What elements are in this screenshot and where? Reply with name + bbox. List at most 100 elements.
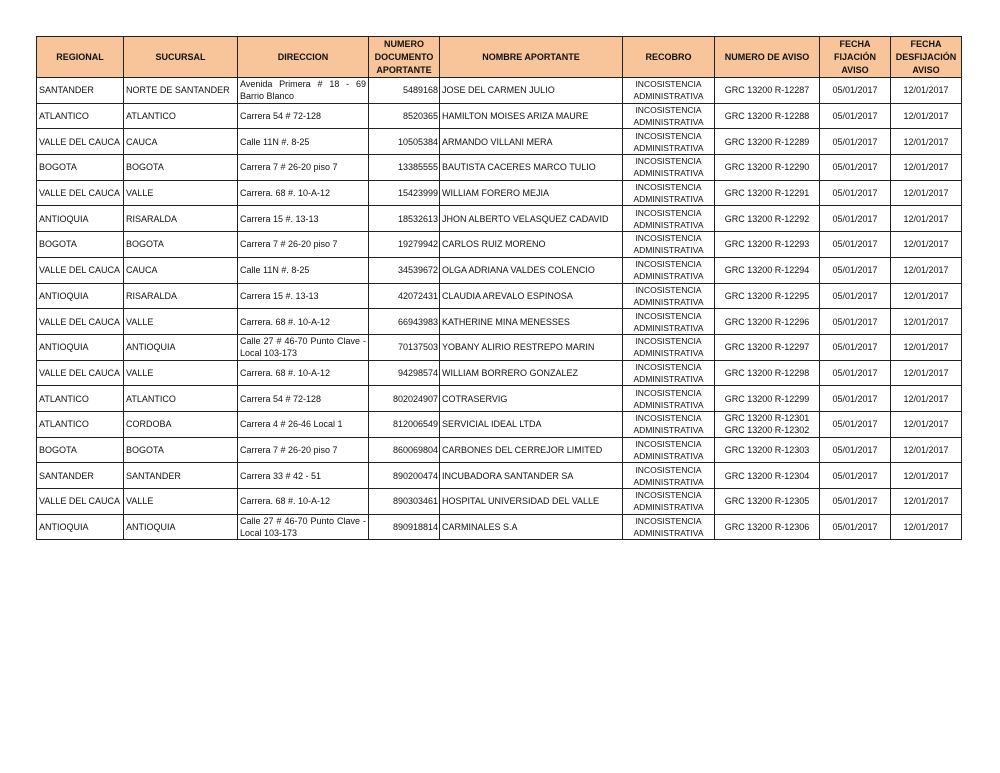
cell-fecha-desfijacion: 12/01/2017 [890,359,962,387]
cell-numero-aviso: GRC 13200 R-12296 [714,308,820,335]
cell-numero-documento: 802024907 [368,385,440,412]
header-fecha-desfijacion: FECHA DESFIJACIÓN AVISO [890,36,962,78]
cell-nombre-aportante: CARBONES DEL CERREJOR LIMITED [439,436,623,464]
cell-numero-documento: 10505384 [368,128,440,156]
cell-fecha-desfijacion: 12/01/2017 [890,410,962,438]
cell-recobro: INCOSISTENCIA ADMINISTRATIVA [622,436,715,464]
cell-recobro: INCOSISTENCIA ADMINISTRATIVA [622,154,715,181]
cell-numero-documento: 8520365 [368,102,440,130]
cell-nombre-aportante: CARLOS RUIZ MORENO [439,231,623,258]
cell-sucursal: BOGOTA [123,436,238,464]
cell-numero-aviso: GRC 13200 R-12304 [714,462,820,489]
cell-numero-documento: 18532613 [368,205,440,233]
cell-sucursal: SANTANDER [123,462,238,489]
cell-numero-documento: 70137503 [368,333,440,361]
cell-sucursal: VALLE [123,359,238,387]
cell-direccion: Calle 27 # 46-70 Punto Clave - Local 103… [237,333,369,361]
cell-direccion: Calle 11N #. 8-25 [237,128,369,156]
table-row: VALLE DEL CAUCA CAUCA Calle 11N #. 8-25 105… [36,128,962,156]
table-row: VALLE DEL CAUCA VALLE Carrera. 68 #. 10-A-… [36,308,962,335]
cell-nombre-aportante: CLAUDIA AREVALO ESPINOSA [439,282,623,310]
cell-sucursal: CAUCA [123,256,238,284]
cell-fecha-desfijacion: 12/01/2017 [890,231,962,258]
cell-numero-documento: 42072431 [368,282,440,310]
cell-nombre-aportante: WILLIAM BORRERO GONZALEZ [439,359,623,387]
cell-recobro: INCOSISTENCIA ADMINISTRATIVA [622,410,715,438]
cell-nombre-aportante: SERVICIAL IDEAL LTDA [439,410,623,438]
cell-numero-documento: 890303461 [368,488,440,515]
cell-regional: SANTANDER [36,462,124,489]
header-fecha-fijacion: FECHA FIJACIÓN AVISO [819,36,891,78]
cell-sucursal: ATLANTICO [123,102,238,130]
cell-regional: VALLE DEL CAUCA [36,179,124,207]
cell-numero-documento: 94298574 [368,359,440,387]
cell-numero-aviso: GRC 13200 R-12298 [714,359,820,387]
table-row: BOGOTA BOGOTA Carrera 7 # 26-20 piso 7 8600… [36,436,962,464]
cell-fecha-fijacion: 05/01/2017 [819,513,891,541]
cell-fecha-desfijacion: 12/01/2017 [890,256,962,284]
cell-direccion: Carrera 7 # 26-20 piso 7 [237,436,369,464]
cell-direccion: Carrera 54 # 72-128 [237,385,369,412]
cell-recobro: INCOSISTENCIA ADMINISTRATIVA [622,385,715,412]
cell-numero-aviso: GRC 13200 R-12289 [714,128,820,156]
cell-regional: ANTIOQUIA [36,513,124,541]
cell-recobro: INCOSISTENCIA ADMINISTRATIVA [622,308,715,335]
table-row: BOGOTA BOGOTA Carrera 7 # 26-20 piso 7 1927… [36,231,962,258]
cell-nombre-aportante: JHON ALBERTO VELASQUEZ CADAVID [439,205,623,233]
cell-recobro: INCOSISTENCIA ADMINISTRATIVA [622,77,715,104]
cell-regional: VALLE DEL CAUCA [36,308,124,335]
cell-numero-aviso: GRC 13200 R-12303 [714,436,820,464]
cell-regional: SANTANDER [36,77,124,104]
cell-recobro: INCOSISTENCIA ADMINISTRATIVA [622,179,715,207]
cell-numero-aviso: GRC 13200 R-12294 [714,256,820,284]
cell-regional: ANTIOQUIA [36,205,124,233]
header-direccion: DIRECCION [237,36,369,78]
cell-fecha-desfijacion: 12/01/2017 [890,282,962,310]
cell-nombre-aportante: KATHERINE MINA MENESSES [439,308,623,335]
cell-fecha-fijacion: 05/01/2017 [819,308,891,335]
table-row: BOGOTA BOGOTA Carrera 7 # 26-20 piso 7 1338… [36,154,962,181]
cell-direccion: Carrera 54 # 72-128 [237,102,369,130]
header-numero-aviso: NUMERO DE AVISO [714,36,820,78]
cell-regional: BOGOTA [36,154,124,181]
header-nombre-aportante: NOMBRE APORTANTE [439,36,623,78]
cell-fecha-fijacion: 05/01/2017 [819,77,891,104]
cell-nombre-aportante: CARMINALES S.A [439,513,623,541]
cell-fecha-desfijacion: 12/01/2017 [890,488,962,515]
cell-fecha-desfijacion: 12/01/2017 [890,333,962,361]
cell-sucursal: BOGOTA [123,154,238,181]
cell-numero-aviso: GRC 13200 R-12295 [714,282,820,310]
cell-nombre-aportante: ARMANDO VILLANI MERA [439,128,623,156]
table-row: ANTIOQUIA ANTIOQUIA Calle 27 # 46-70 Punto… [36,513,962,541]
cell-regional: VALLE DEL CAUCA [36,488,124,515]
cell-fecha-desfijacion: 12/01/2017 [890,436,962,464]
cell-fecha-fijacion: 05/01/2017 [819,488,891,515]
cell-fecha-desfijacion: 12/01/2017 [890,77,962,104]
cell-regional: VALLE DEL CAUCA [36,128,124,156]
cell-direccion: Carrera. 68 #. 10-A-12 [237,308,369,335]
cell-fecha-fijacion: 05/01/2017 [819,179,891,207]
table-row: ATLANTICO CORDOBA Carrera 4 # 26-46 Local … [36,410,962,438]
header-regional: REGIONAL [36,36,124,78]
cell-regional: BOGOTA [36,436,124,464]
cell-sucursal: NORTE DE SANTANDER [123,77,238,104]
cell-recobro: INCOSISTENCIA ADMINISTRATIVA [622,462,715,489]
cell-fecha-desfijacion: 12/01/2017 [890,513,962,541]
cell-direccion: Carrera. 68 #. 10-A-12 [237,488,369,515]
cell-fecha-desfijacion: 12/01/2017 [890,205,962,233]
header-recobro: RECOBRO [622,36,715,78]
cell-fecha-desfijacion: 12/01/2017 [890,154,962,181]
cell-nombre-aportante: BAUTISTA CACERES MARCO TULIO [439,154,623,181]
cell-regional: ANTIOQUIA [36,282,124,310]
cell-sucursal: CORDOBA [123,410,238,438]
cell-numero-documento: 5489168 [368,77,440,104]
table-row: ATLANTICO ATLANTICO Carrera 54 # 72-128 80… [36,385,962,412]
header-numero-documento: NUMERO DOCUMENTO APORTANTE [368,36,440,78]
cell-sucursal: ANTIOQUIA [123,333,238,361]
cell-numero-documento: 890918814 [368,513,440,541]
cell-fecha-desfijacion: 12/01/2017 [890,308,962,335]
cell-numero-documento: 66943983 [368,308,440,335]
cell-recobro: INCOSISTENCIA ADMINISTRATIVA [622,282,715,310]
cell-direccion: Carrera 4 # 26-46 Local 1 [237,410,369,438]
cell-numero-aviso: GRC 13200 R-12297 [714,333,820,361]
